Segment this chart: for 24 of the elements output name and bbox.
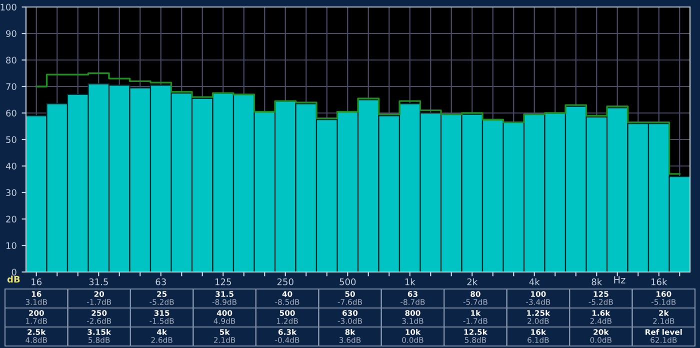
y-tick-label: 70 xyxy=(6,83,16,90)
y-tick-label: 90 xyxy=(6,30,16,38)
x-tick-label: 2k xyxy=(467,278,478,286)
y-tick-label: 0 xyxy=(12,268,16,276)
x-tick-label: 31.5 xyxy=(89,278,108,286)
y-axis-title: dB xyxy=(7,276,20,283)
y-tick-label: 40 xyxy=(6,162,16,170)
y-tick-label: 80 xyxy=(6,56,16,64)
x-tick-label: 63 xyxy=(156,278,166,286)
y-tick-label: 100 xyxy=(0,4,16,11)
y-tick-label: 30 xyxy=(6,189,16,196)
x-tick-label: 16 xyxy=(32,278,42,286)
x-tick-label: 1k xyxy=(405,278,416,286)
x-axis-title: Hz xyxy=(614,276,626,284)
y-tick-label: 20 xyxy=(6,216,16,223)
x-tick-label: 16k xyxy=(652,278,668,286)
y-tick-label: 50 xyxy=(6,136,16,144)
x-tick-label: 250 xyxy=(277,278,294,286)
x-tick-label: 4k xyxy=(529,278,540,286)
x-tick-label: 500 xyxy=(340,278,356,286)
y-tick-label: 60 xyxy=(6,110,16,117)
y-tick-label: 10 xyxy=(6,242,16,250)
x-tick-label: 125 xyxy=(216,278,231,286)
x-tick-label: 8k xyxy=(592,278,602,286)
